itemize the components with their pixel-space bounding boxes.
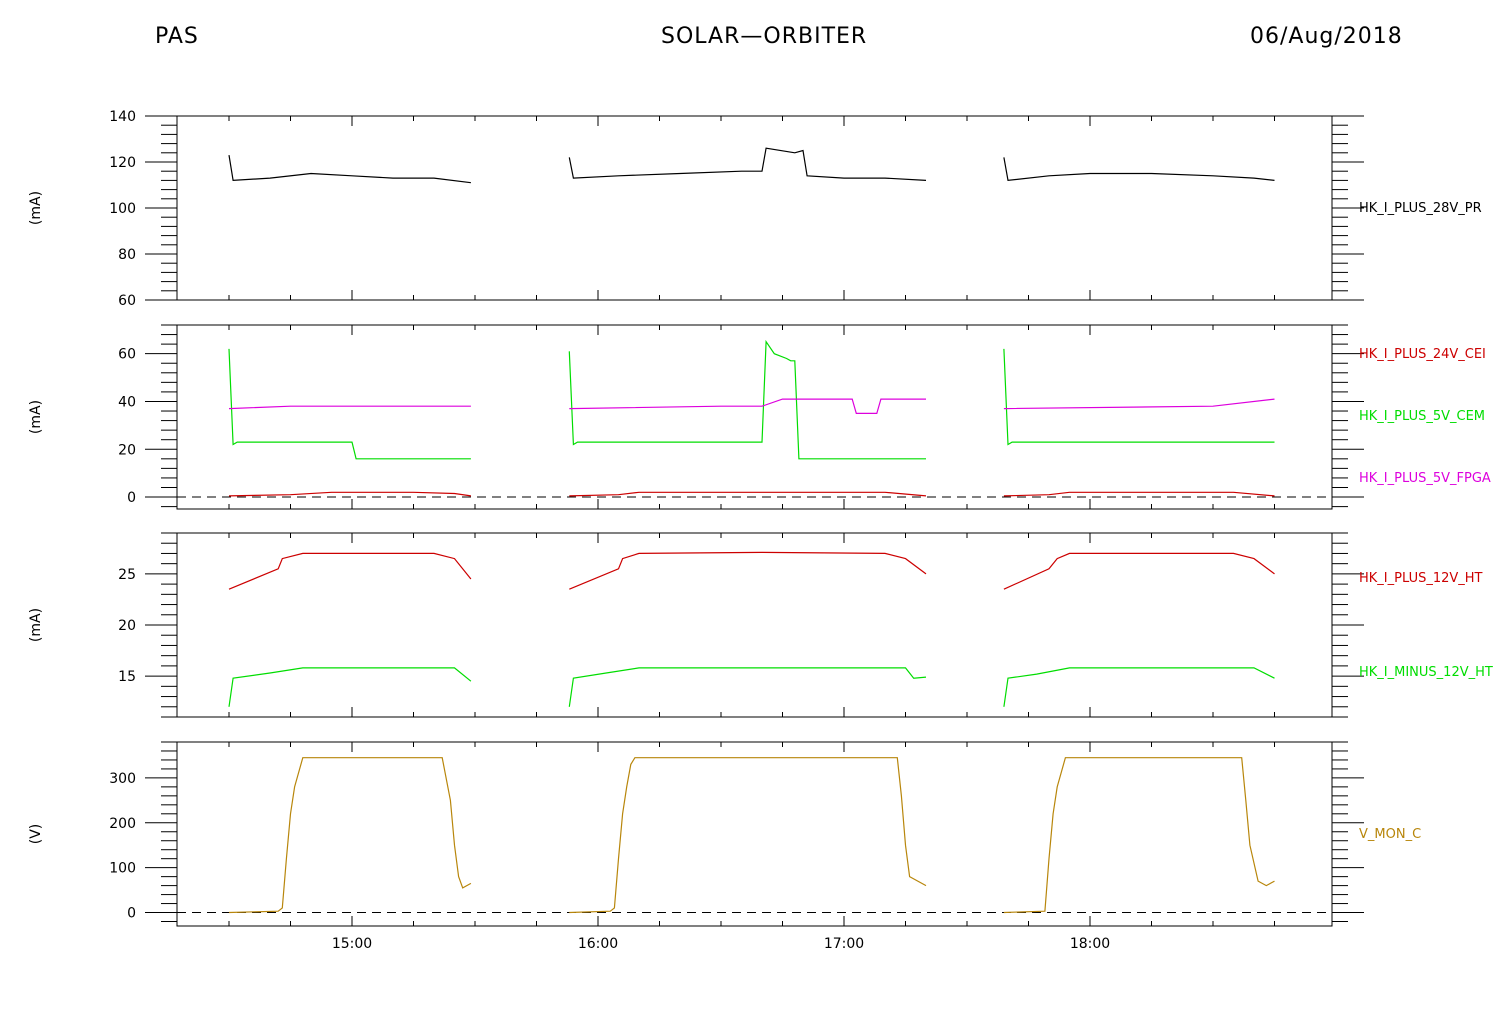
series-label: HK_I_PLUS_28V_PR xyxy=(1359,201,1482,216)
x-tick-label: 16:00 xyxy=(578,936,618,952)
plot-frame xyxy=(176,741,1333,927)
series-line-hk_i_plus_5v_cem xyxy=(1003,348,1275,446)
y-tick-label: 140 xyxy=(109,109,136,125)
header-right: 06/Aug/2018 xyxy=(1250,24,1403,49)
series-line-hk_i_minus_12v_ht xyxy=(1003,667,1275,707)
y-axis-label: (mA) xyxy=(28,608,44,642)
header-left: PAS xyxy=(155,24,199,49)
y-axis-label: (mA) xyxy=(28,191,44,225)
series-line-hk_i_plus_5v_cem xyxy=(568,339,926,460)
y-tick-label: 120 xyxy=(109,155,136,171)
y-tick-label: 40 xyxy=(118,394,136,410)
y-tick-label: 15 xyxy=(118,669,136,685)
y-tick-label: 200 xyxy=(109,816,136,832)
plot-frame xyxy=(176,115,1333,301)
header-center: SOLAR—ORBITER xyxy=(661,24,868,49)
y-tick-label: 20 xyxy=(118,442,136,458)
series-line-v_mon_c xyxy=(569,757,927,914)
y-tick-label: 100 xyxy=(109,201,136,217)
y-tick-label: 0 xyxy=(127,490,136,506)
series-line-hk_i_plus_5v_fpga xyxy=(1003,398,1275,410)
series-line-hk_i_plus_12v_ht xyxy=(228,552,472,590)
y-axis-label: (V) xyxy=(28,824,44,845)
series-label: HK_I_PLUS_5V_FPGA xyxy=(1359,471,1491,486)
series-line-hk_i_minus_12v_ht xyxy=(568,667,927,707)
series-label: HK_I_PLUS_12V_HT xyxy=(1359,571,1483,586)
series-label: HK_I_MINUS_12V_HT xyxy=(1359,665,1493,680)
series-line-hk_i_plus_28v_pr xyxy=(1003,157,1275,182)
y-tick-label: 300 xyxy=(109,771,136,787)
y-tick-label: 25 xyxy=(118,567,136,583)
y-tick-label: 20 xyxy=(118,618,136,634)
series-line-v_mon_c xyxy=(228,757,472,914)
series-line-hk_i_plus_28v_pr xyxy=(568,147,927,181)
y-tick-label: 60 xyxy=(118,293,136,309)
series-label: V_MON_C xyxy=(1359,827,1421,842)
series-line-hk_i_minus_12v_ht xyxy=(228,667,472,707)
plot-frame xyxy=(176,324,1333,510)
series-line-hk_i_plus_5v_fpga xyxy=(569,398,926,414)
y-tick-label: 80 xyxy=(118,247,136,263)
series-line-hk_i_plus_5v_cem xyxy=(228,348,471,460)
series-label: HK_I_PLUS_5V_CEM xyxy=(1359,409,1485,424)
series-line-hk_i_plus_24v_cei xyxy=(1003,491,1275,497)
series-line-hk_i_plus_12v_ht xyxy=(569,551,927,590)
series-line-hk_i_plus_12v_ht xyxy=(1003,552,1275,590)
y-tick-label: 60 xyxy=(118,347,136,363)
x-tick-label: 17:00 xyxy=(824,936,864,952)
y-axis-label: (mA) xyxy=(28,400,44,434)
series-line-hk_i_plus_24v_cei xyxy=(569,491,927,497)
x-tick-label: 15:00 xyxy=(332,936,372,952)
x-tick-label: 18:00 xyxy=(1070,936,1110,952)
series-line-v_mon_c xyxy=(1003,757,1275,914)
series-line-hk_i_plus_5v_fpga xyxy=(228,405,471,410)
series-line-hk_i_plus_24v_cei xyxy=(228,491,471,497)
series-line-hk_i_plus_28v_pr xyxy=(228,155,471,184)
plot-frame xyxy=(176,532,1333,718)
y-tick-label: 100 xyxy=(109,861,136,877)
series-label: HK_I_PLUS_24V_CEI xyxy=(1359,347,1486,362)
y-tick-label: 0 xyxy=(127,906,136,922)
